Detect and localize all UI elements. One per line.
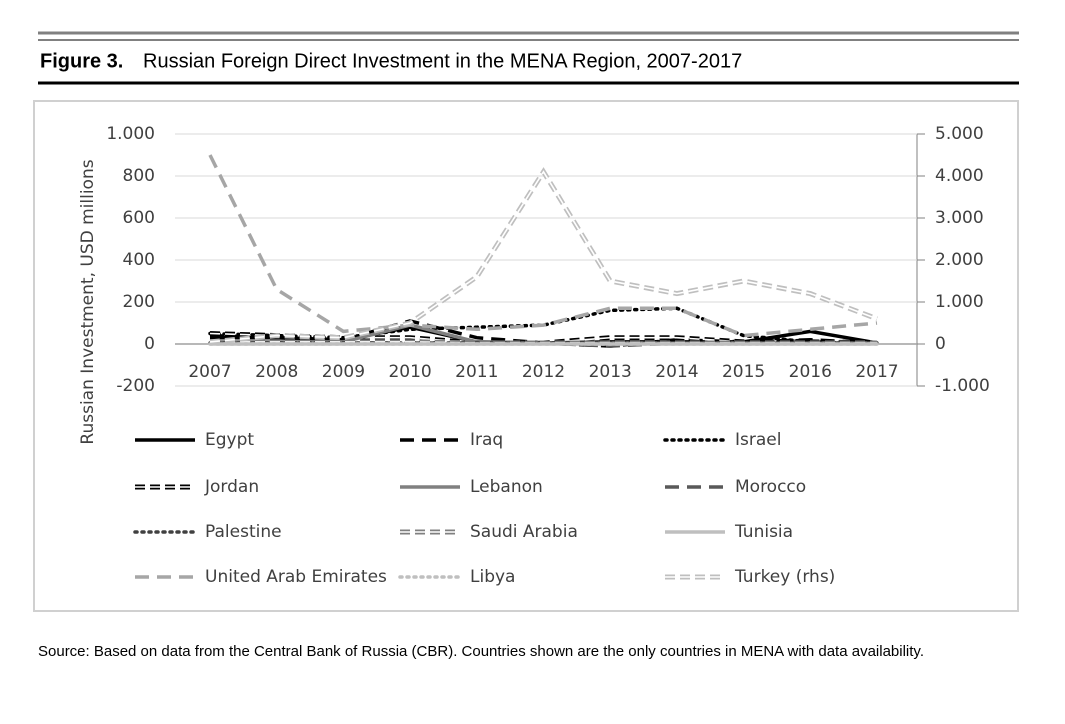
- series-line: [209, 167, 878, 345]
- x-tick-label: 2009: [322, 362, 365, 382]
- y2-tick-label: 4.000: [935, 166, 984, 186]
- legend-label: Iraq: [470, 430, 503, 450]
- y-tick-label: 1.000: [106, 124, 155, 144]
- legend-label: Palestine: [205, 522, 282, 542]
- legend-label: Israel: [735, 430, 781, 450]
- source-note: Source: Based on data from the Central B…: [38, 643, 924, 660]
- y-tick-label: 400: [123, 250, 155, 270]
- y-tick-label: -200: [116, 376, 155, 396]
- y-axis-label: Russian Investment, USD millions: [78, 159, 98, 444]
- x-tick-label: 2012: [522, 362, 565, 382]
- x-tick-label: 2010: [388, 362, 431, 382]
- y2-tick-label: -1.000: [935, 376, 990, 396]
- y-tick-label: 600: [123, 208, 155, 228]
- series-line: [208, 154, 878, 338]
- y-tick-label: 800: [123, 166, 155, 186]
- x-tick-label: 2015: [722, 362, 765, 382]
- x-tick-label: 2013: [589, 362, 632, 382]
- y-tick-label: 200: [123, 292, 155, 312]
- legend-label: Jordan: [204, 477, 259, 497]
- legend-label: Tunisia: [734, 522, 793, 542]
- figure-label: Figure 3.: [40, 50, 123, 72]
- legend-label: Turkey (rhs): [734, 567, 835, 587]
- x-tick-label: 2014: [655, 362, 698, 382]
- series-line-inner: [209, 170, 878, 343]
- chart-title: Russian Foreign Direct Investment in the…: [143, 50, 742, 72]
- legend-label: Saudi Arabia: [470, 522, 578, 542]
- y2-tick-label: 3.000: [935, 208, 984, 228]
- x-tick-label: 2008: [255, 362, 298, 382]
- y2-tick-label: 1.000: [935, 292, 984, 312]
- legend-label: Lebanon: [470, 477, 543, 497]
- x-tick-label: 2016: [789, 362, 832, 382]
- legend-label: Morocco: [735, 477, 806, 497]
- legend-label: Egypt: [205, 430, 254, 450]
- x-tick-label: 2011: [455, 362, 498, 382]
- y2-tick-label: 2.000: [935, 250, 984, 270]
- chart: Figure 3. Russian Foreign Direct Investm…: [33, 31, 1019, 612]
- chart-frame: [33, 100, 1019, 612]
- y-tick-label: 0: [144, 334, 155, 354]
- legend-label: United Arab Emirates: [205, 567, 387, 587]
- x-tick-label: 2007: [188, 362, 231, 382]
- y2-tick-label: 0: [935, 334, 946, 354]
- y2-tick-label: 5.000: [935, 124, 984, 144]
- legend-label: Libya: [470, 567, 515, 587]
- x-tick-label: 2017: [855, 362, 898, 382]
